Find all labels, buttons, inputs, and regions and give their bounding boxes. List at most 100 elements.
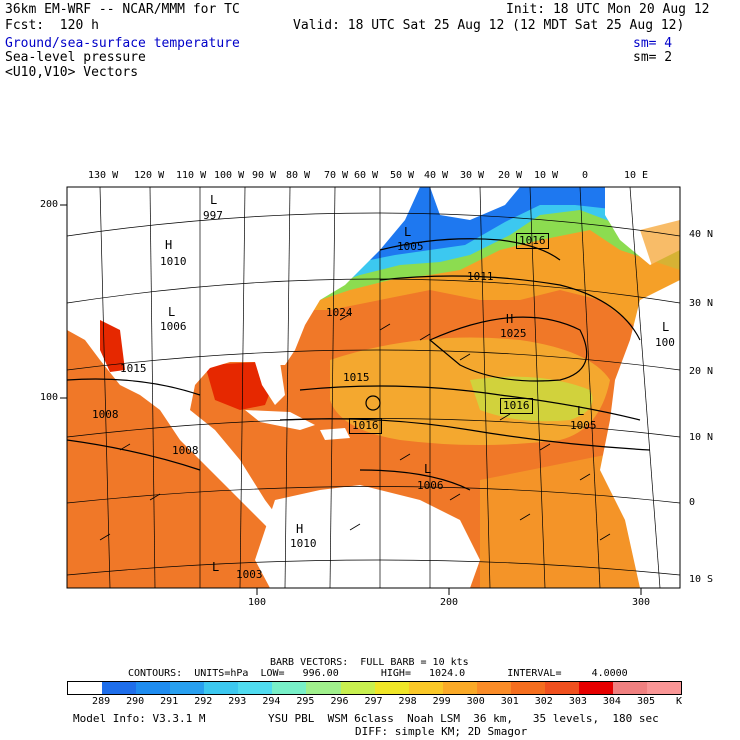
diffusion-info: DIFF: simple KM; 2D Smagor — [355, 725, 528, 738]
isobars — [67, 238, 651, 491]
barb-vectors-legend: BARB VECTORS: FULL BARB = 10 kts — [270, 657, 469, 668]
field-vectors-label: <U10,V10> Vectors — [5, 65, 139, 80]
graticule — [67, 187, 680, 588]
isobar-label: 1011 — [467, 270, 494, 283]
high-center-value: 1010 — [290, 537, 317, 550]
color-scale-bar — [67, 681, 682, 695]
low-center-value: 1006 — [417, 479, 444, 492]
isobar-label: 1024 — [326, 306, 353, 319]
low-center-label: L — [424, 462, 432, 476]
wind-barbs — [99, 313, 611, 541]
longitude-label: 120 W — [134, 170, 165, 181]
model-title: 36km EM-WRF -- NCAR/MMM for TC — [5, 2, 240, 17]
low-center-label: L — [577, 404, 585, 418]
color-scale-value: 301 — [500, 696, 519, 707]
low-center-label: L — [662, 320, 670, 334]
sst-field — [67, 187, 680, 588]
color-scale-value: 293 — [228, 696, 247, 707]
low-center-value: 1006 — [160, 320, 187, 333]
isobar-label: 1016 — [500, 398, 533, 414]
low-center-label: L — [168, 305, 176, 319]
longitude-label: 40 W — [424, 170, 449, 181]
grid-bottom-label: 100 — [248, 597, 267, 608]
latitude-label: 40 N — [689, 229, 714, 240]
field-slp-label: Sea-level pressure — [5, 50, 146, 65]
latitude-label: 10 S — [689, 574, 714, 585]
color-scale-swatch — [510, 682, 545, 694]
field-sst-smooth: sm= 4 — [633, 36, 673, 51]
high-center-label: H — [165, 238, 173, 252]
scale-unit: K — [676, 696, 683, 707]
longitude-label: 50 W — [390, 170, 415, 181]
color-scale-swatch — [544, 682, 579, 694]
isobar-label: 1015 — [120, 362, 147, 375]
low-center-value: 1005 — [397, 240, 424, 253]
grid-left-label: 200 — [40, 199, 59, 210]
color-scale-swatch — [647, 682, 682, 694]
high-center-value: 1010 — [160, 255, 187, 268]
isobar-label: 1015 — [343, 371, 370, 384]
isobar-label: 1008 — [172, 444, 199, 457]
grid-bottom-label: 200 — [440, 597, 459, 608]
latitude-label: 10 N — [689, 432, 714, 443]
longitude-label: 130 W — [88, 170, 119, 181]
color-scale-swatch — [102, 682, 137, 694]
low-center-label: L — [212, 560, 220, 574]
longitude-label: 100 W — [214, 170, 245, 181]
low-center-value: 1003 — [236, 568, 263, 581]
color-scale-swatch — [476, 682, 511, 694]
isobar-label: 1016 — [516, 233, 549, 249]
color-scale-swatch — [136, 682, 171, 694]
longitude-label: 10 W — [534, 170, 559, 181]
color-scale-value: 304 — [602, 696, 621, 707]
longitude-label: 10 E — [624, 170, 649, 181]
latitude-label: 0 — [689, 497, 696, 508]
grid-bottom-label: 300 — [632, 597, 651, 608]
color-scale-value: 305 — [636, 696, 655, 707]
longitude-label: 90 W — [252, 170, 277, 181]
color-scale-swatch — [340, 682, 375, 694]
color-scale-value: 294 — [262, 696, 281, 707]
low-center-value: 997 — [203, 209, 223, 222]
color-scale-value: 302 — [534, 696, 553, 707]
color-scale-swatch — [613, 682, 648, 694]
grid-left-label: 100 — [40, 392, 59, 403]
longitude-label: 80 W — [286, 170, 311, 181]
color-scale-swatch — [408, 682, 443, 694]
color-scale-swatch — [578, 682, 613, 694]
low-center-value: 100 — [655, 336, 675, 349]
high-center-label: H — [296, 522, 304, 536]
color-scale-swatch — [272, 682, 307, 694]
color-scale-value: 303 — [568, 696, 587, 707]
color-scale-swatch — [306, 682, 341, 694]
contours-legend: CONTOURS: UNITS=hPa LOW= 996.00 HIGH= 10… — [128, 668, 628, 679]
color-scale-value: 290 — [126, 696, 145, 707]
field-slp-smooth: sm= 2 — [633, 50, 673, 65]
forecast-hour: Fcst: 120 h — [5, 18, 99, 33]
isobar-label: 1016 — [349, 418, 382, 434]
low-center-label: L — [404, 225, 412, 239]
physics-info: YSU PBL WSM 6class Noah LSM 36 km, 35 le… — [268, 712, 659, 725]
latitude-label: 30 N — [689, 298, 714, 309]
color-scale-swatch — [238, 682, 273, 694]
longitude-label: 60 W — [354, 170, 379, 181]
color-scale-value: 297 — [364, 696, 383, 707]
low-center-value: 1005 — [570, 419, 597, 432]
color-scale-value: 292 — [194, 696, 213, 707]
longitude-label: 20 W — [498, 170, 523, 181]
init-time: Init: 18 UTC Mon 20 Aug 12 — [506, 2, 710, 17]
color-scale-value: 295 — [296, 696, 315, 707]
low-center-label: L — [210, 193, 218, 207]
color-scale-value: 291 — [160, 696, 179, 707]
color-scale-swatch — [442, 682, 477, 694]
color-scale-swatch — [204, 682, 239, 694]
color-scale-value: 300 — [466, 696, 485, 707]
longitude-label: 110 W — [176, 170, 207, 181]
high-center-value: 1025 — [500, 327, 527, 340]
color-scale-swatch — [374, 682, 409, 694]
longitude-label: 30 W — [460, 170, 485, 181]
color-scale-value: 298 — [398, 696, 417, 707]
valid-time: Valid: 18 UTC Sat 25 Aug 12 (12 MDT Sat … — [293, 18, 685, 33]
color-scale-value: 289 — [92, 696, 111, 707]
